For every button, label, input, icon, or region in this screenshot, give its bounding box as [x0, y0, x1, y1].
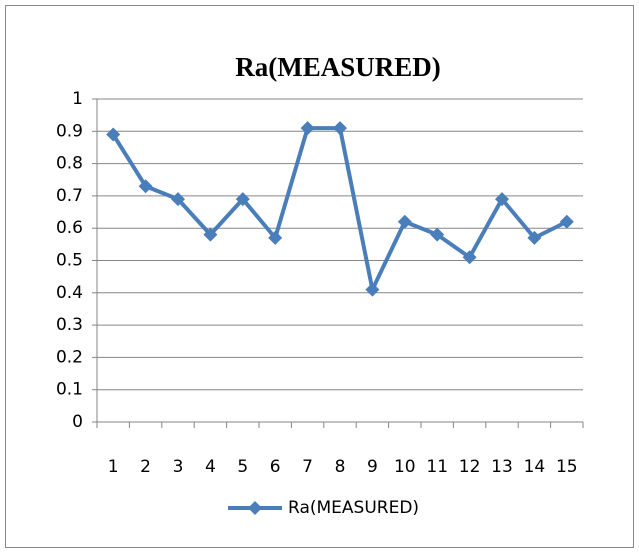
point-marker [235, 192, 250, 207]
y-tick-label: 0.4 [56, 283, 83, 303]
point-marker [365, 282, 380, 297]
legend-label: Ra(MEASURED) [288, 498, 419, 518]
point-marker [397, 214, 412, 229]
point-marker [495, 192, 509, 207]
x-tick-label: 12 [459, 457, 481, 477]
x-tick-label: 13 [491, 457, 513, 477]
x-tick-label: 14 [524, 457, 546, 477]
x-tick-label: 9 [367, 457, 378, 477]
chart-title: Ra(MEASURED) [235, 52, 441, 82]
y-tick-label: 0.5 [56, 251, 83, 271]
y-tick-label: 0.9 [56, 121, 83, 141]
x-tick-label: 5 [237, 457, 248, 477]
x-tick-label: 11 [426, 457, 448, 477]
point-marker [559, 214, 574, 229]
y-tick-label: 0.3 [56, 315, 83, 335]
y-tick-label: 1 [72, 89, 83, 109]
legend-swatch-marker [248, 501, 262, 515]
point-marker [106, 127, 121, 142]
point-marker [268, 230, 283, 245]
point-marker [527, 230, 542, 245]
y-tick-label: 0 [72, 412, 83, 432]
x-tick-label: 2 [140, 457, 151, 477]
point-marker [300, 121, 315, 136]
x-tick-label: 15 [556, 457, 578, 477]
chart-frame [5, 5, 634, 548]
x-tick-label: 8 [335, 457, 346, 477]
x-tick-label: 6 [270, 457, 281, 477]
y-tick-label: 0.6 [56, 218, 83, 238]
point-marker [430, 227, 445, 242]
x-tick-label: 1 [108, 457, 119, 477]
x-tick-label: 10 [394, 457, 416, 477]
y-tick-label: 0.1 [56, 380, 83, 400]
point-marker [138, 179, 153, 194]
y-tick-label: 0.2 [56, 347, 83, 367]
x-tick-label: 4 [205, 457, 216, 477]
y-tick-label: 0.7 [56, 186, 83, 206]
point-marker [462, 250, 477, 265]
point-marker [171, 192, 185, 207]
y-tick-label: 0.8 [56, 154, 83, 174]
point-marker [203, 227, 218, 242]
point-marker [333, 121, 347, 136]
x-tick-label: 7 [302, 457, 313, 477]
x-tick-label: 3 [173, 457, 184, 477]
